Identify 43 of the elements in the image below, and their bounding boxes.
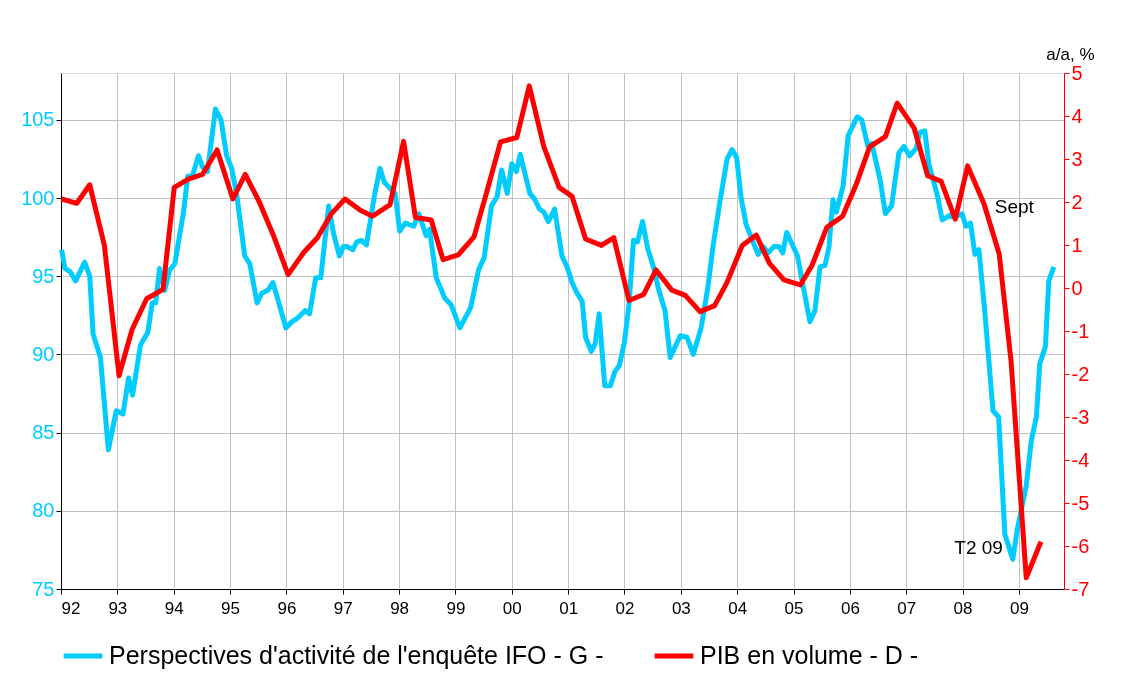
x-tick-label: 99 bbox=[446, 598, 466, 618]
x-tick-label: 04 bbox=[728, 598, 748, 618]
x-tick-label: 01 bbox=[559, 598, 579, 618]
x-tick-label: 95 bbox=[221, 598, 241, 618]
y2-tick-label: -1 bbox=[1071, 319, 1090, 342]
x-tick-label: 00 bbox=[502, 598, 522, 618]
x-tick-label: 09 bbox=[1009, 598, 1029, 618]
y2-tick-label: -7 bbox=[1071, 577, 1090, 600]
x-tick-label: 05 bbox=[784, 598, 804, 618]
legend-label: PIB en volume - D - bbox=[700, 641, 919, 669]
x-tick-label: 98 bbox=[390, 598, 410, 618]
y2-tick-label: -2 bbox=[1071, 362, 1090, 385]
annotation: Sept bbox=[994, 195, 1035, 217]
x-tick-label: 07 bbox=[897, 598, 917, 618]
y2-tick-label: 0 bbox=[1071, 276, 1083, 299]
y2-axis-title: a/a, % bbox=[1046, 44, 1095, 64]
x-tick-label: 02 bbox=[615, 598, 635, 618]
y2-tick-label: 4 bbox=[1071, 104, 1083, 127]
annotation: T2 09 bbox=[954, 536, 1003, 558]
y-tick-label: 90 bbox=[32, 342, 55, 365]
y-tick-label: 100 bbox=[21, 186, 55, 209]
y2-tick-label: 5 bbox=[1071, 61, 1083, 84]
y2-tick-label: -6 bbox=[1071, 534, 1090, 557]
x-tick-label: 97 bbox=[333, 598, 353, 618]
x-tick-label: 06 bbox=[840, 598, 860, 618]
y2-tick-label: 2 bbox=[1071, 190, 1083, 213]
x-tick-label: 96 bbox=[277, 598, 297, 618]
y2-tick-label: -3 bbox=[1071, 405, 1090, 428]
y2-tick-label: 1 bbox=[1071, 233, 1083, 256]
y2-tick-label: -5 bbox=[1071, 491, 1090, 514]
x-tick-label: 92 bbox=[61, 598, 81, 618]
y2-tick-label: -4 bbox=[1071, 448, 1090, 471]
x-tick-label: 08 bbox=[953, 598, 973, 618]
y-tick-label: 75 bbox=[32, 577, 55, 600]
legend-label: Perspectives d'activité de l'enquête IFO - G - bbox=[109, 641, 604, 669]
x-tick-label: 03 bbox=[671, 598, 691, 618]
y2-tick-label: 3 bbox=[1071, 147, 1083, 170]
x-tick-label: 93 bbox=[108, 598, 128, 618]
y-tick-label: 95 bbox=[32, 264, 55, 287]
x-tick-label: 94 bbox=[164, 598, 184, 618]
y-tick-label: 105 bbox=[21, 108, 55, 131]
y-tick-label: 80 bbox=[32, 499, 55, 522]
y-tick-label: 85 bbox=[32, 421, 55, 444]
